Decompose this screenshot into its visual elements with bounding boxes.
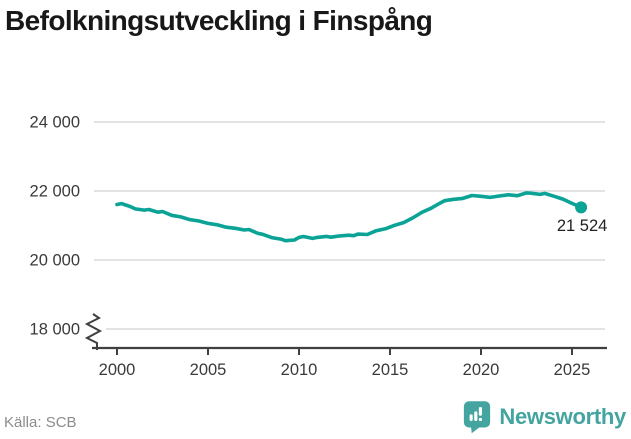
axis-break-icon [84,313,103,350]
x-tick-label: 2000 [99,361,136,379]
y-tick-label: 20 000 [30,252,80,270]
source-note: Källa: SCB [4,414,77,431]
latest-point-marker [575,201,588,214]
chart-title: Befolkningsutveckling i Finspång [5,5,433,36]
x-tick-label: 2010 [281,361,318,379]
x-tick-label: 2005 [190,361,227,379]
population-line [115,191,583,243]
bar-chart-badge-icon [464,401,491,434]
latest-value-label: 21 524 [557,217,607,235]
x-tick-label: 2025 [554,361,591,379]
newsworthy-logo: Newsworthy [463,400,626,434]
y-tick-label: 22 000 [30,183,80,201]
y-tick-label: 18 000 [30,321,80,339]
x-tick-label: 2020 [463,361,500,379]
y-tick-label: 24 000 [30,114,80,132]
x-tick-label: 2015 [372,361,409,379]
brand-name: Newsworthy [499,404,626,429]
